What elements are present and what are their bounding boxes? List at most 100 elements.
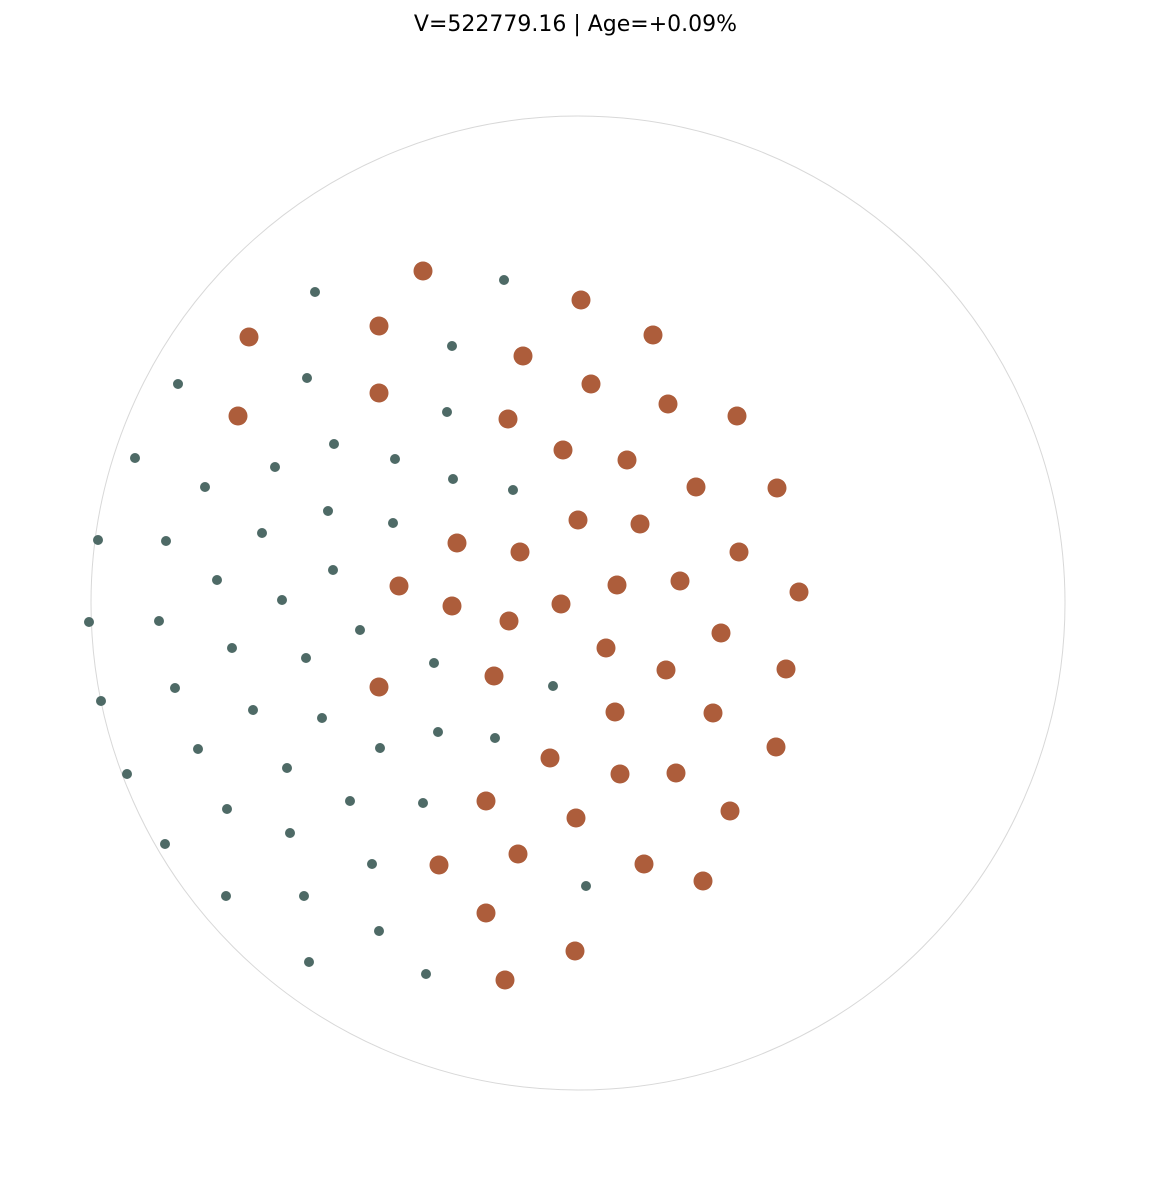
orange-agent-dot: [693, 871, 713, 891]
teal-agent-dot: [317, 713, 327, 723]
orange-agent-dot: [686, 477, 706, 497]
teal-agent-dot: [248, 705, 258, 715]
orange-agent-dot: [643, 325, 663, 345]
teal-agent-dot: [161, 536, 171, 546]
orange-agent-dot: [656, 660, 676, 680]
orange-agent-dot: [369, 677, 389, 697]
teal-agent-dot: [170, 683, 180, 693]
teal-agent-dot: [304, 957, 314, 967]
teal-agent-dot: [388, 518, 398, 528]
orange-agent-dot: [239, 327, 259, 347]
orange-agent-dot: [551, 594, 571, 614]
orange-agent-dot: [605, 702, 625, 722]
orange-agent-dot: [447, 533, 467, 553]
teal-agent-dot: [299, 891, 309, 901]
teal-agent-dot: [200, 482, 210, 492]
orange-agent-dot: [553, 440, 573, 460]
orange-agent-dot: [666, 763, 686, 783]
teal-agent-dot: [429, 658, 439, 668]
teal-agent-dot: [282, 763, 292, 773]
orange-agent-dot: [711, 623, 731, 643]
teal-agent-dot: [277, 595, 287, 605]
orange-agent-dot: [727, 406, 747, 426]
teal-agent-dot: [355, 625, 365, 635]
teal-agent-dot: [490, 733, 500, 743]
teal-agent-dot: [154, 616, 164, 626]
teal-agent-dot: [375, 743, 385, 753]
teal-agent-dot: [374, 926, 384, 936]
orange-agent-dot: [766, 737, 786, 757]
orange-agent-dot: [571, 290, 591, 310]
orange-agent-dot: [729, 542, 749, 562]
orange-agent-dot: [617, 450, 637, 470]
orange-agent-dot: [566, 808, 586, 828]
teal-agent-dot: [367, 859, 377, 869]
teal-agent-dot: [442, 407, 452, 417]
orange-agent-dot: [476, 903, 496, 923]
orange-agent-dot: [510, 542, 530, 562]
teal-agent-dot: [96, 696, 106, 706]
teal-agent-dot: [447, 341, 457, 351]
orange-agent-dot: [484, 666, 504, 686]
orange-agent-dot: [540, 748, 560, 768]
teal-agent-dot: [508, 485, 518, 495]
orange-agent-dot: [369, 316, 389, 336]
teal-agent-dot: [448, 474, 458, 484]
orange-agent-dot: [565, 941, 585, 961]
teal-agent-dot: [301, 653, 311, 663]
orange-agent-dot: [442, 596, 462, 616]
orange-agent-dot: [789, 582, 809, 602]
teal-agent-dot: [122, 769, 132, 779]
teal-agent-dot: [227, 643, 237, 653]
teal-agent-dot: [323, 506, 333, 516]
orange-agent-dot: [596, 638, 616, 658]
orange-agent-dot: [568, 510, 588, 530]
boundary-circle: [90, 115, 1066, 1091]
teal-agent-dot: [421, 969, 431, 979]
orange-agent-dot: [476, 791, 496, 811]
teal-agent-dot: [581, 881, 591, 891]
teal-agent-dot: [257, 528, 267, 538]
orange-agent-dot: [228, 406, 248, 426]
teal-agent-dot: [84, 617, 94, 627]
orange-agent-dot: [607, 575, 627, 595]
teal-agent-dot: [310, 287, 320, 297]
orange-agent-dot: [670, 571, 690, 591]
teal-agent-dot: [93, 535, 103, 545]
orange-agent-dot: [720, 801, 740, 821]
orange-agent-dot: [369, 383, 389, 403]
teal-agent-dot: [130, 453, 140, 463]
orange-agent-dot: [508, 844, 528, 864]
orange-agent-dot: [610, 764, 630, 784]
teal-agent-dot: [222, 804, 232, 814]
teal-agent-dot: [221, 891, 231, 901]
orange-agent-dot: [499, 611, 519, 631]
orange-agent-dot: [658, 394, 678, 414]
orange-agent-dot: [581, 374, 601, 394]
teal-agent-dot: [270, 462, 280, 472]
orange-agent-dot: [429, 855, 449, 875]
orange-agent-dot: [634, 854, 654, 874]
teal-agent-dot: [160, 839, 170, 849]
teal-agent-dot: [173, 379, 183, 389]
teal-agent-dot: [345, 796, 355, 806]
orange-agent-dot: [776, 659, 796, 679]
teal-agent-dot: [329, 439, 339, 449]
teal-agent-dot: [285, 828, 295, 838]
orange-agent-dot: [630, 514, 650, 534]
teal-agent-dot: [548, 681, 558, 691]
orange-agent-dot: [513, 346, 533, 366]
teal-agent-dot: [193, 744, 203, 754]
orange-agent-dot: [498, 409, 518, 429]
orange-agent-dot: [703, 703, 723, 723]
teal-agent-dot: [212, 575, 222, 585]
teal-agent-dot: [302, 373, 312, 383]
orange-agent-dot: [495, 970, 515, 990]
teal-agent-dot: [499, 275, 509, 285]
teal-agent-dot: [390, 454, 400, 464]
orange-agent-dot: [389, 576, 409, 596]
teal-agent-dot: [433, 727, 443, 737]
orange-agent-dot: [767, 478, 787, 498]
